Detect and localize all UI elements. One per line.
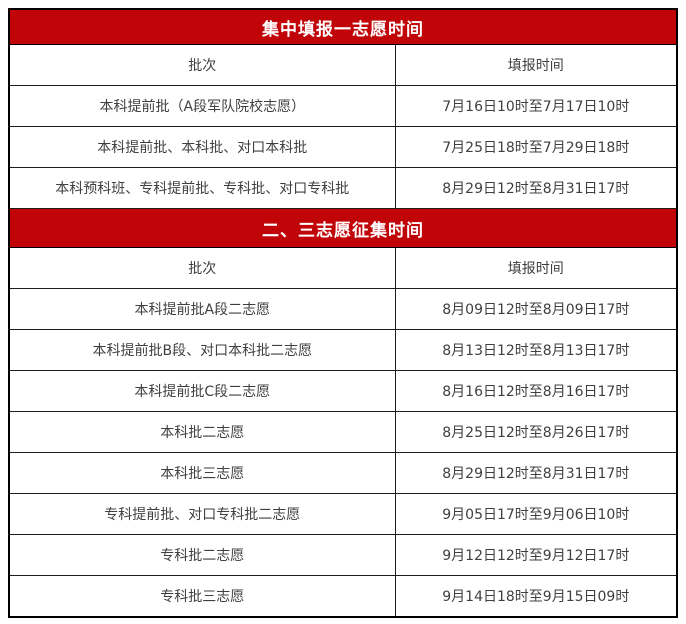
batch-cell: 本科提前批B段、对口本科批二志愿 (8, 329, 396, 371)
time-cell: 9月05日17时至9月06日10时 (394, 493, 678, 535)
time-cell: 8月29日12时至8月31日17时 (394, 167, 678, 209)
time-cell: 8月09日12时至8月09日17时 (394, 288, 678, 330)
table-row: 本科批二志愿 8月25日12时至8月26日17时 (8, 411, 678, 453)
batch-cell: 专科批二志愿 (8, 534, 396, 576)
section-title: 二、三志愿征集时间 (8, 208, 678, 248)
section-title: 集中填报一志愿时间 (8, 8, 678, 45)
column-header-row: 批次 填报时间 (8, 44, 678, 86)
batch-cell: 本科提前批C段二志愿 (8, 370, 396, 412)
table-row: 本科提前批B段、对口本科批二志愿 8月13日12时至8月13日17时 (8, 329, 678, 371)
time-cell: 8月16日12时至8月16日17时 (394, 370, 678, 412)
time-cell: 8月13日12时至8月13日17时 (394, 329, 678, 371)
table-row: 本科批三志愿 8月29日12时至8月31日17时 (8, 452, 678, 494)
batch-cell: 本科提前批A段二志愿 (8, 288, 396, 330)
section-band-row: 二、三志愿征集时间 (8, 208, 678, 248)
table-row: 本科提前批C段二志愿 8月16日12时至8月16日17时 (8, 370, 678, 412)
column-header-time: 填报时间 (394, 247, 678, 289)
batch-cell: 本科提前批（A段军队院校志愿） (8, 85, 396, 127)
section-band-row: 集中填报一志愿时间 (8, 8, 678, 45)
schedule-table-container: 集中填报一志愿时间 批次 填报时间 本科提前批（A段军队院校志愿） 7月16日10时至7… (8, 8, 678, 618)
column-header-batch: 批次 (8, 247, 396, 289)
time-cell: 7月16日10时至7月17日10时 (394, 85, 678, 127)
batch-cell: 专科提前批、对口专科批二志愿 (8, 493, 396, 535)
table-row: 本科预科班、专科提前批、专科批、对口专科批 8月29日12时至8月31日17时 (8, 167, 678, 209)
batch-cell: 本科预科班、专科提前批、专科批、对口专科批 (8, 167, 396, 209)
table-row: 专科批二志愿 9月12日12时至9月12日17时 (8, 534, 678, 576)
column-header-time: 填报时间 (394, 44, 678, 86)
column-header-batch: 批次 (8, 44, 396, 86)
batch-cell: 本科批二志愿 (8, 411, 396, 453)
volunteer-schedule-table: 集中填报一志愿时间 批次 填报时间 本科提前批（A段军队院校志愿） 7月16日10时至7… (8, 8, 678, 618)
table-row: 本科提前批A段二志愿 8月09日12时至8月09日17时 (8, 288, 678, 330)
table-row: 专科批三志愿 9月14日18时至9月15日09时 (8, 575, 678, 618)
batch-cell: 本科提前批、本科批、对口本科批 (8, 126, 396, 168)
column-header-row: 批次 填报时间 (8, 247, 678, 289)
time-cell: 8月29日12时至8月31日17时 (394, 452, 678, 494)
time-cell: 9月14日18时至9月15日09时 (394, 575, 678, 618)
table-row: 本科提前批（A段军队院校志愿） 7月16日10时至7月17日10时 (8, 85, 678, 127)
time-cell: 7月25日18时至7月29日18时 (394, 126, 678, 168)
time-cell: 8月25日12时至8月26日17时 (394, 411, 678, 453)
table-row: 本科提前批、本科批、对口本科批 7月25日18时至7月29日18时 (8, 126, 678, 168)
time-cell: 9月12日12时至9月12日17时 (394, 534, 678, 576)
table-row: 专科提前批、对口专科批二志愿 9月05日17时至9月06日10时 (8, 493, 678, 535)
batch-cell: 专科批三志愿 (8, 575, 396, 618)
batch-cell: 本科批三志愿 (8, 452, 396, 494)
